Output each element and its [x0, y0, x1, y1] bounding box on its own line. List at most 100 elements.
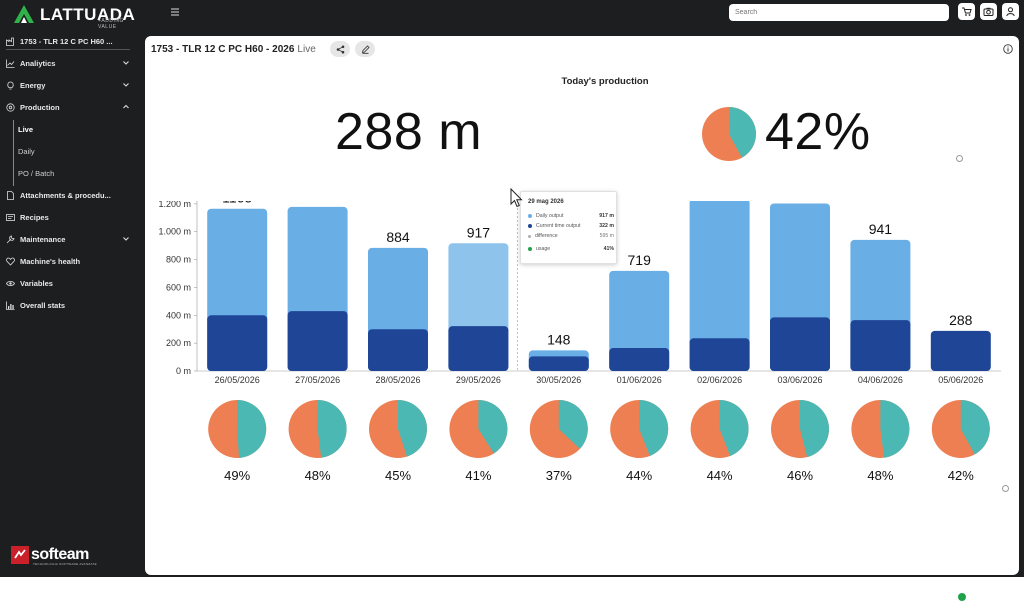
bar-current-output[interactable] — [930, 330, 991, 371]
x-tick-label: 04/06/2026 — [858, 375, 903, 385]
tooltip-value: 595 m — [599, 233, 614, 239]
usage-percent-label: 37% — [546, 468, 572, 483]
chevron-down-icon — [123, 237, 129, 241]
sidebar-item-energy[interactable]: Energy — [6, 76, 134, 94]
usage-pie-usage-slice — [960, 400, 990, 455]
x-tick-label: 28/05/2026 — [375, 375, 420, 385]
sidebar-item-label: Analiytics — [20, 58, 56, 68]
sidebar-item-machines-health[interactable]: Machine's health — [6, 252, 134, 270]
sidebar-item-label: Recipes — [20, 212, 49, 222]
lightbulb-icon — [6, 81, 15, 90]
camera-icon[interactable] — [980, 3, 997, 20]
y-tick-label: 400 m — [166, 310, 191, 320]
brand-name: LATTUADA — [40, 4, 136, 24]
sidebar-item-analytics[interactable]: Analiytics — [6, 54, 134, 72]
machine-title: 1753 - TLR 12 C PC H60 - 2026 — [151, 44, 295, 55]
usage-pie — [771, 400, 829, 458]
machine-selector[interactable]: 1753 - TLR 12 C PC H60 ... — [6, 32, 134, 50]
usage-pie-usage-slice — [880, 400, 910, 458]
usage-pie-usage-slice — [478, 400, 508, 454]
wrench-icon — [6, 235, 15, 244]
pencil-icon — [361, 44, 370, 54]
share-button[interactable] — [330, 41, 350, 57]
x-tick-label: 05/06/2026 — [938, 375, 983, 385]
usage-percent-label: 44% — [707, 468, 733, 483]
edit-button[interactable] — [355, 41, 375, 57]
usage-percent-label: 44% — [626, 468, 652, 483]
usage-pie-usage-slice — [639, 400, 669, 456]
tooltip-label: usage — [536, 246, 551, 252]
tooltip-value: 917 m — [599, 213, 614, 219]
sidebar-item-label: Overall stats — [20, 300, 66, 310]
search-input[interactable] — [729, 4, 949, 21]
tooltip-row-daily-output: Daily output 917 m — [528, 212, 614, 220]
usage-percent-label: 41% — [465, 468, 491, 483]
bar-daily-output[interactable] — [689, 201, 750, 371]
usage-pie — [449, 400, 508, 458]
y-tick-label: 200 m — [166, 338, 191, 348]
bar-current-output[interactable] — [850, 320, 911, 371]
status-indicator — [958, 593, 966, 601]
sidebar-subitem-daily[interactable]: Daily — [18, 146, 35, 156]
bar-current-output[interactable] — [287, 311, 348, 371]
user-icon[interactable] — [1002, 3, 1019, 20]
sidebar-item-label: Maintenance — [20, 234, 66, 244]
sidebar-subitem-live[interactable]: Live — [18, 124, 34, 134]
series-dot-icon — [528, 214, 532, 218]
settings-dot-icon[interactable] — [1002, 485, 1009, 492]
bar-current-output[interactable] — [207, 315, 268, 371]
softeam-logo-mark-icon — [11, 546, 29, 564]
today-meters-value: 288 m — [335, 103, 483, 161]
sidebar-item-label: Machine's health — [20, 256, 81, 266]
info-icon[interactable] — [1003, 44, 1013, 54]
sidebar-item-overall-stats[interactable]: Overall stats — [6, 296, 134, 314]
sidebar-item-recipes[interactable]: Recipes — [6, 208, 134, 226]
sidebar-item-production[interactable]: Production — [6, 98, 134, 116]
bar-value-label: 884 — [386, 229, 410, 245]
tooltip-value: 322 m — [599, 223, 614, 229]
usage-pie — [690, 400, 749, 458]
eye-icon — [6, 279, 15, 288]
x-tick-label: 03/06/2026 — [777, 375, 822, 385]
tooltip-title: 29 mag 2026 — [528, 199, 564, 205]
bar-current-output[interactable] — [609, 348, 670, 371]
sidebar-subitem-po-batch[interactable]: PO / Batch — [18, 168, 55, 178]
bar-daily-output[interactable] — [609, 270, 670, 371]
usage-pie-usage-slice — [800, 400, 829, 458]
sidebar-item-maintenance[interactable]: Maintenance — [6, 230, 134, 248]
usage-pie — [369, 400, 427, 458]
bar-current-output[interactable] — [368, 329, 428, 371]
sidebar-item-label: Production — [20, 102, 60, 112]
tooltip-row-difference: difference 595 m — [528, 232, 614, 240]
usage-pie — [208, 400, 267, 458]
x-tick-label: 02/06/2026 — [697, 375, 742, 385]
sidebar-item-variables[interactable]: Variables — [6, 274, 134, 292]
y-tick-label: 0 m — [176, 366, 191, 376]
usage-percent-label: 49% — [224, 468, 250, 483]
bar-current-output[interactable] — [770, 317, 830, 371]
x-tick-label: 26/05/2026 — [215, 375, 260, 385]
sidebar-item-attachments[interactable]: Attachments & procedu... — [6, 186, 134, 204]
bar-value-label: 148 — [547, 331, 571, 347]
bar-current-output[interactable] — [689, 338, 750, 371]
divider — [6, 49, 130, 50]
usage-pie-usage-slice — [719, 400, 749, 456]
file-icon — [6, 190, 15, 200]
settings-dot-icon[interactable] — [956, 155, 963, 162]
bar-current-output[interactable] — [448, 326, 509, 371]
sidebar-item-label: Variables — [20, 278, 53, 288]
cart-icon[interactable] — [958, 3, 975, 20]
usage-percent-label: 46% — [787, 468, 813, 483]
top-bar: LATTUADA +ADDING VALUE — [0, 0, 1024, 30]
gauge-icon — [6, 102, 15, 112]
softeam-logo: softeam TECHNOLOGIA SOFTWARE AVANZATE — [11, 543, 101, 567]
usage-pie — [851, 400, 910, 458]
usage-pie-usage-slice — [317, 400, 347, 458]
softeam-name: softeam — [31, 546, 89, 563]
hamburger-icon[interactable] — [170, 7, 180, 17]
sidebar-item-label: Attachments & procedu... — [20, 190, 111, 200]
bar-current-output[interactable] — [528, 356, 589, 371]
chart-line-icon — [6, 59, 15, 68]
brand-logo[interactable]: LATTUADA +ADDING VALUE — [12, 2, 136, 30]
y-tick-label: 600 m — [166, 282, 191, 292]
